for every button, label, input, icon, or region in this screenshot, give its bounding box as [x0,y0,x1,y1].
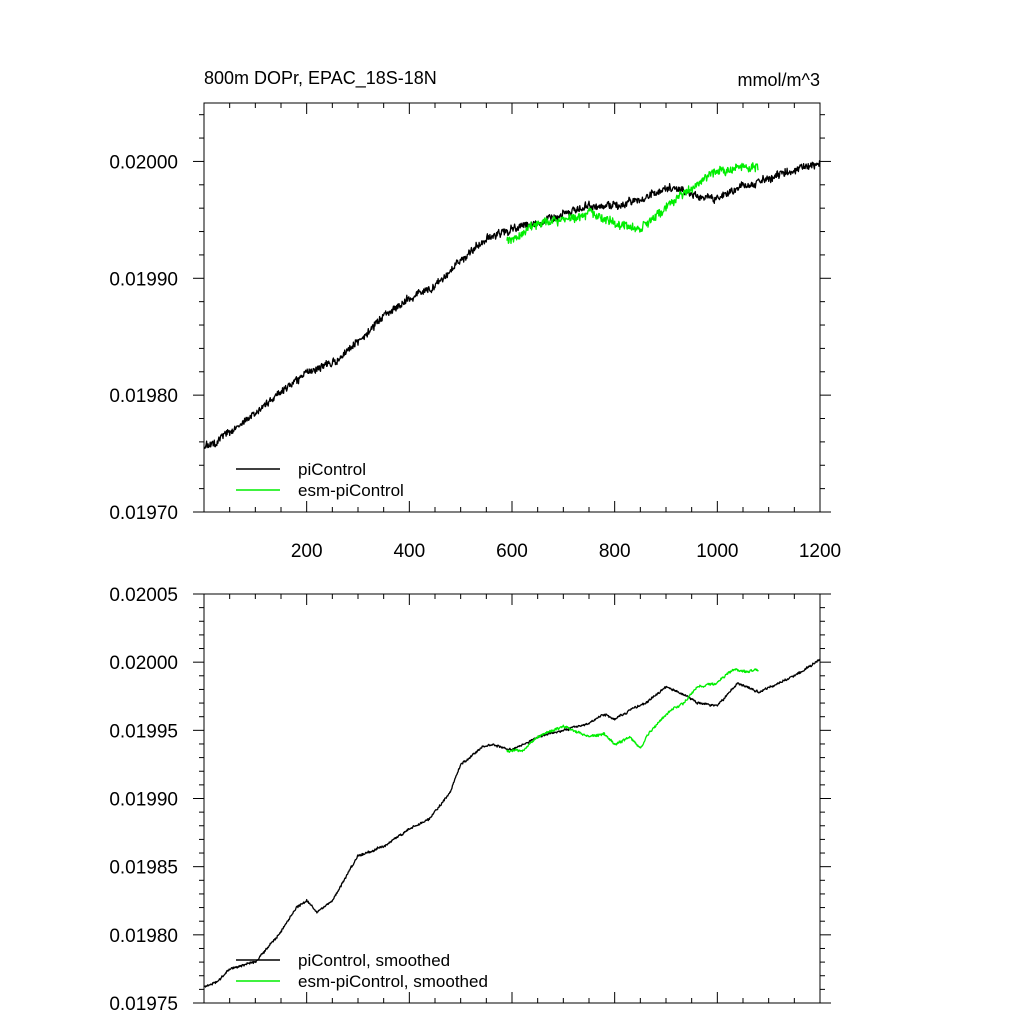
bottom-panel: 0.01975 0.01980 0.01985 0.01990 0.01995 0.020… [109,585,831,1015]
top-axis-ticks: 200 400 600 800 1000 1200 0.01970 0.01980 0.0199… [109,103,841,562]
series-line [506,162,759,245]
y-tick-label: 0.01985 [109,858,178,879]
x-tick-label: 400 [393,541,425,562]
top-panel: 800m DOPr, EPAC_18S-18N mmol/m^3 200 400 6… [109,68,841,562]
x-tick-label: 800 [599,541,631,562]
y-tick-label: 0.02000 [109,152,178,173]
top-chart-units: mmol/m^3 [738,70,820,90]
legend-label: piControl [298,460,366,479]
y-tick-label: 0.01990 [109,269,178,290]
bottom-series-layer [203,658,821,988]
y-tick-label: 0.01980 [109,926,178,947]
series-line [203,160,821,449]
x-tick-label: 1200 [799,541,841,562]
series-line [506,668,759,753]
top-plot-frame [203,102,821,513]
series-line [203,658,821,988]
legend-label: esm-piControl, smoothed [298,972,488,991]
bottom-plot-frame [203,593,821,1004]
x-tick-label: 600 [496,541,528,562]
top-legend: piControl esm-piControl [236,460,404,500]
y-tick-label: 0.02005 [109,585,178,606]
top-chart-title: 800m DOPr, EPAC_18S-18N [204,68,437,89]
y-tick-label: 0.01990 [109,790,178,811]
y-tick-label: 0.02000 [109,653,178,674]
top-series-layer [203,160,821,449]
legend-label: piControl, smoothed [298,951,450,970]
y-tick-label: 0.01995 [109,721,178,742]
x-tick-label: 1000 [696,541,738,562]
legend-label: esm-piControl [298,481,404,500]
y-tick-label: 0.01980 [109,386,178,407]
bottom-legend: piControl, smoothed esm-piControl, smooth… [236,951,488,991]
x-tick-label: 200 [291,541,323,562]
y-tick-label: 0.01970 [109,503,178,524]
y-tick-label: 0.01975 [109,994,178,1015]
bottom-axis-ticks: 0.01975 0.01980 0.01985 0.01990 0.01995 0.020… [109,585,831,1015]
